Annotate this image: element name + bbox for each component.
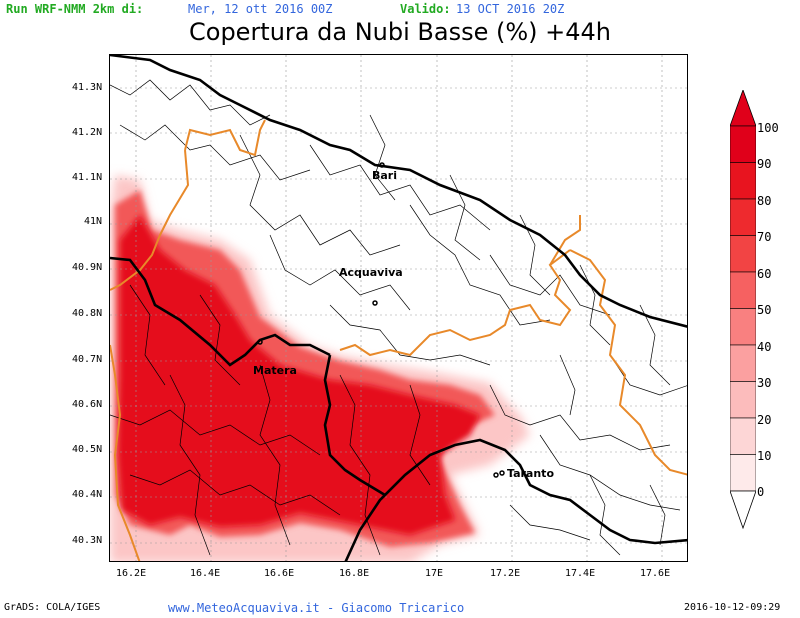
- colorbar-band: [730, 454, 756, 492]
- colorbar-label: 0: [757, 485, 765, 499]
- site-credit: www.MeteoAcquaviva.it - Giacomo Tricaric…: [168, 601, 465, 615]
- colorbar-label: 100: [757, 121, 779, 135]
- lat-label: 41N: [84, 216, 103, 227]
- cloud-area-dense: [118, 215, 480, 535]
- valid-label: Valido:: [400, 2, 451, 16]
- lat-label: 41.2N: [72, 127, 103, 138]
- colorbar-bottom-arrow: [730, 490, 756, 530]
- grid-lines: [110, 55, 687, 561]
- run-label: Run WRF-NMM 2km di:: [6, 2, 144, 16]
- colorbar: [730, 90, 756, 530]
- city-label-matera: Matera: [253, 364, 297, 377]
- cloud-cover-field: [110, 175, 530, 561]
- lat-label: 40.5N: [72, 444, 103, 455]
- lat-label: 40.4N: [72, 489, 103, 500]
- grads-credit: GrADS: COLA/IGES: [4, 602, 101, 613]
- cloud-cover-map: [110, 55, 687, 561]
- colorbar-band: [730, 308, 756, 346]
- map-panel: Bari Acquaviva Matera Taranto: [109, 54, 688, 562]
- colorbar-band: [730, 125, 756, 163]
- colorbar-band: [730, 162, 756, 200]
- lon-label: 16.2E: [116, 568, 147, 579]
- colorbar-top-arrow: [730, 90, 756, 127]
- colorbar-label: 30: [757, 376, 772, 390]
- lon-label: 16.6E: [264, 568, 295, 579]
- run-date: Mer, 12 ott 2016 00Z: [188, 2, 333, 16]
- lat-label: 40.9N: [72, 262, 103, 273]
- lat-label: 40.7N: [72, 354, 103, 365]
- lon-label: 16.4E: [190, 568, 221, 579]
- lon-label: 16.8E: [339, 568, 370, 579]
- city-markers: [257, 162, 505, 478]
- lat-label: 40.8N: [72, 308, 103, 319]
- lat-label: 40.6N: [72, 399, 103, 410]
- timestamp: 2016-10-12-09:29: [684, 602, 781, 613]
- colorbar-band: [730, 198, 756, 236]
- lon-label: 17.2E: [490, 568, 521, 579]
- city-label-taranto: Taranto: [507, 467, 555, 480]
- lon-label: 17.4E: [565, 568, 596, 579]
- lat-label: 41.1N: [72, 172, 103, 183]
- map-title: Copertura da Nubi Basse (%) +44h: [189, 18, 611, 46]
- colorbar-label: 10: [757, 449, 772, 463]
- colorbar-label: 70: [757, 230, 772, 244]
- city-label-bari: Bari: [372, 169, 398, 182]
- colorbar-label: 60: [757, 267, 772, 281]
- municipal-borders: [110, 79, 687, 556]
- colorbar-label: 20: [757, 413, 772, 427]
- colorbar-label: 80: [757, 194, 772, 208]
- colorbar-label: 40: [757, 340, 772, 354]
- provincial-borders: [110, 55, 687, 561]
- colorbar-band: [730, 271, 756, 309]
- colorbar-label: 50: [757, 303, 772, 317]
- lon-label: 17E: [425, 568, 444, 579]
- lon-label: 17.6E: [640, 568, 671, 579]
- lat-label: 41.3N: [72, 82, 103, 93]
- lat-label: 40.3N: [72, 535, 103, 546]
- colorbar-bands: [730, 125, 756, 492]
- colorbar-band: [730, 381, 756, 419]
- colorbar-label: 90: [757, 157, 772, 171]
- colorbar-band: [730, 417, 756, 455]
- regional-borders: [110, 119, 687, 561]
- colorbar-band: [730, 235, 756, 273]
- valid-date: 13 OCT 2016 20Z: [456, 2, 565, 16]
- colorbar-band: [730, 344, 756, 382]
- city-label-acquaviva: Acquaviva: [339, 266, 403, 279]
